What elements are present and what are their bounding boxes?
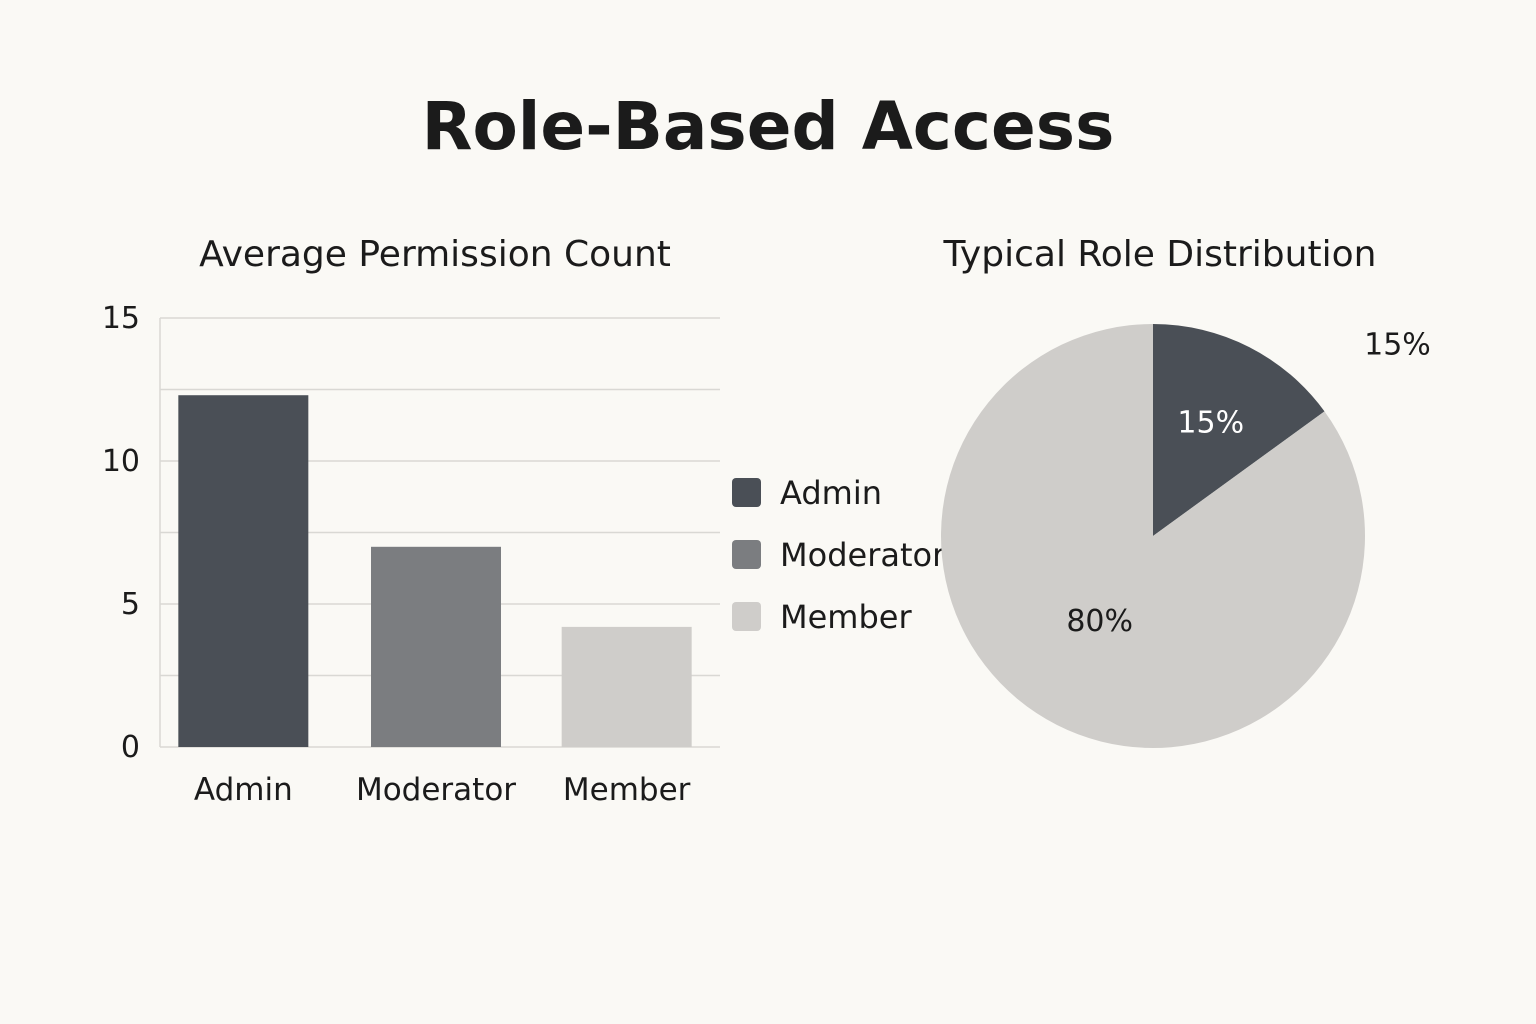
x-category-label: Admin — [194, 772, 293, 808]
bar-member — [561, 626, 692, 747]
legend-swatch-member — [732, 602, 761, 631]
bar-admin — [178, 395, 309, 747]
legend-label: Member — [780, 598, 912, 636]
bar-moderator — [371, 546, 501, 747]
pie-chart: 15% 80% 15% — [941, 324, 1431, 749]
page-title: Role-Based Access — [421, 88, 1115, 165]
y-tick-label: 15 — [102, 301, 140, 336]
bar-chart: 0 5 10 15 Admin Moderator Member — [102, 301, 720, 808]
legend-label: Moderator — [780, 536, 946, 574]
pie-slice-member — [941, 324, 1365, 749]
pie-outside-label: 15% — [1364, 327, 1431, 362]
pie-chart-title: Typical Role Distribution — [943, 234, 1377, 275]
pie-slice-label: 80% — [1066, 604, 1133, 639]
y-tick-label: 0 — [121, 730, 140, 765]
legend-label: Admin — [780, 474, 882, 512]
y-tick-label: 10 — [102, 444, 140, 479]
legend: Admin Moderator Member — [732, 474, 946, 636]
legend-swatch-moderator — [732, 540, 761, 569]
pie-slice-admin — [1153, 324, 1325, 536]
y-tick-label: 5 — [121, 587, 140, 622]
x-category-label: Member — [563, 772, 691, 808]
legend-swatch-admin — [732, 478, 761, 507]
x-category-label: Moderator — [356, 772, 516, 808]
pie-slice-label: 15% — [1177, 406, 1244, 441]
bar-chart-title: Average Permission Count — [199, 234, 671, 275]
